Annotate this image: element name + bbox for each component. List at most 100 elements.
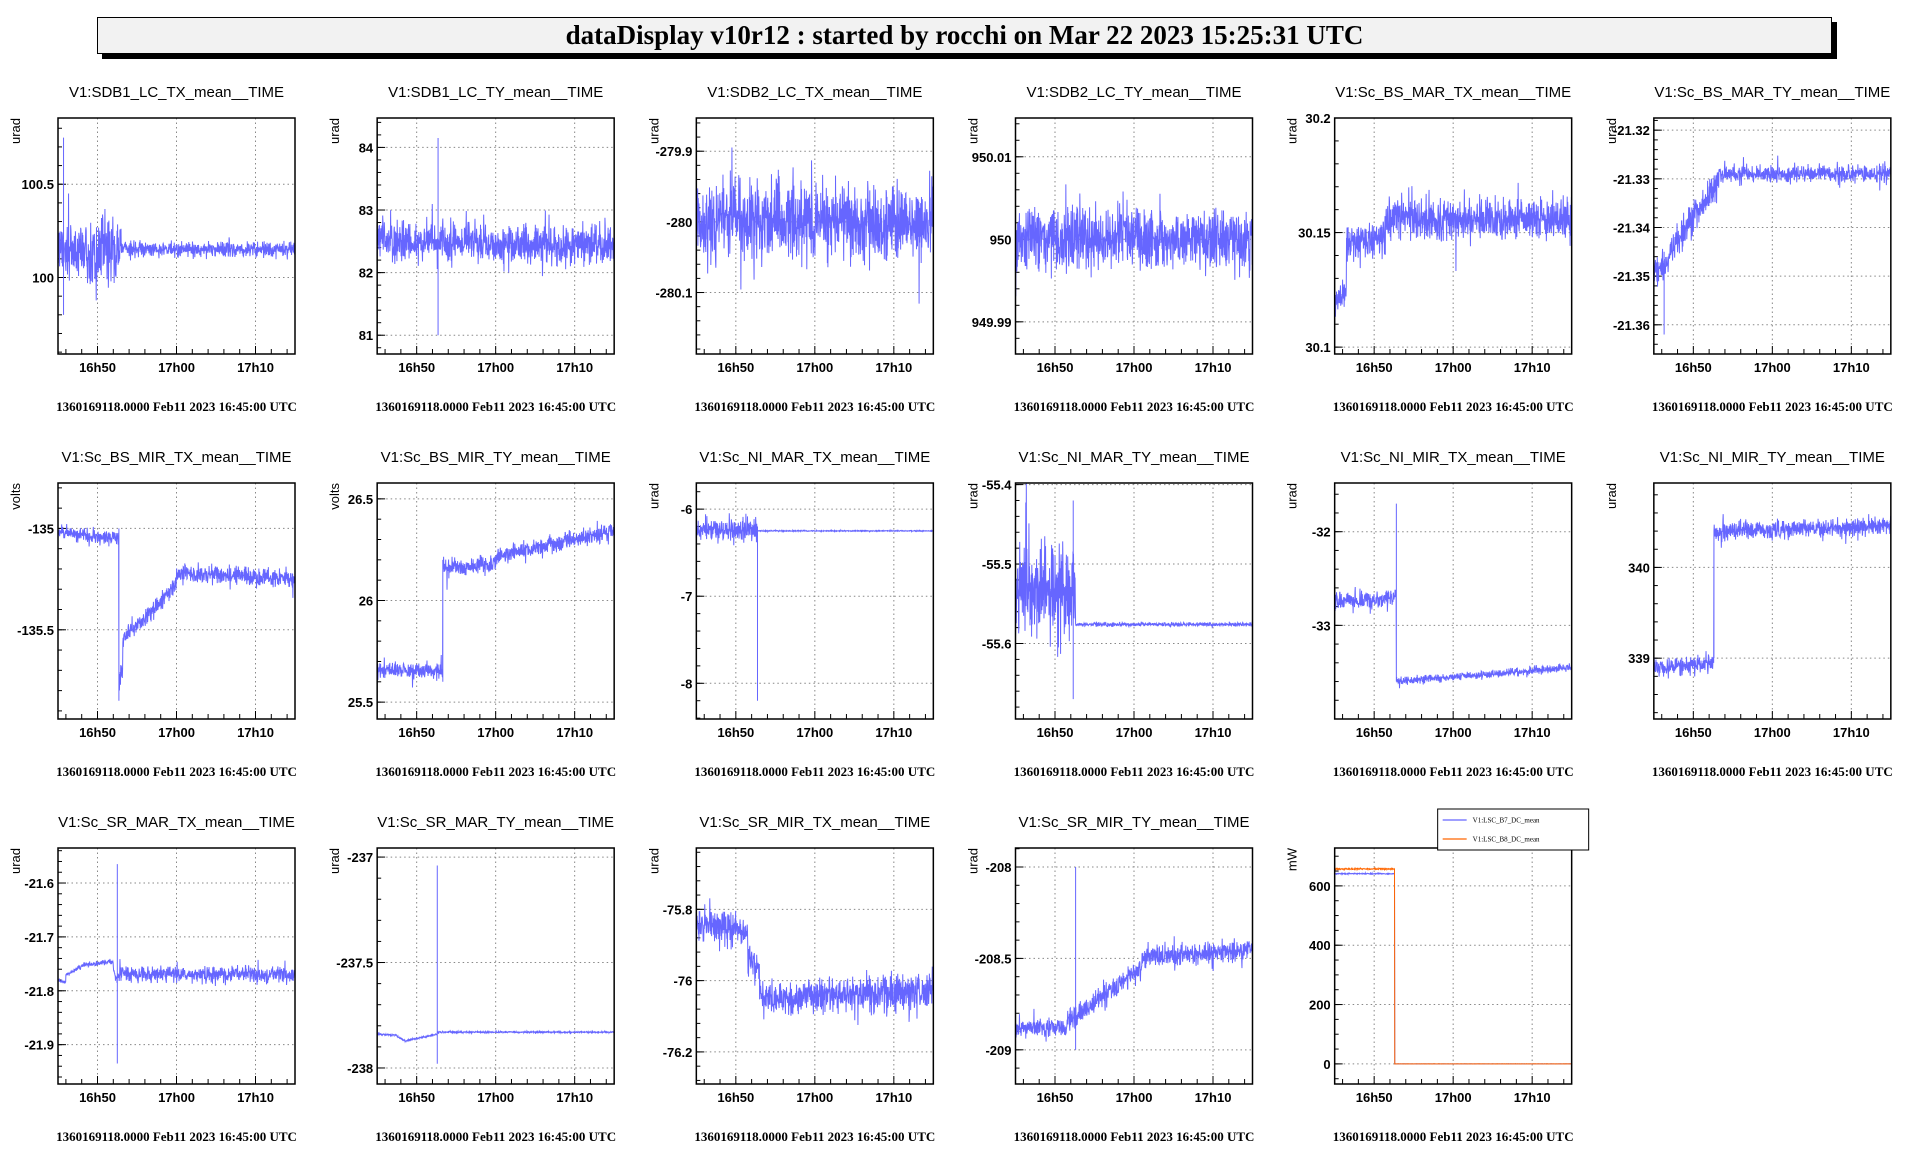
- y-tick-label: 950.01: [972, 150, 1012, 165]
- x-tick-label: 17h00: [1754, 725, 1791, 740]
- x-tick-label: 16h50: [1675, 725, 1712, 740]
- chart-title: V1:SDB2_LC_TX_mean__TIME: [707, 84, 922, 101]
- x-tick-label: 16h50: [1037, 725, 1074, 740]
- y-tick-label: -21.8: [24, 984, 54, 999]
- y-tick-label: -21.34: [1613, 220, 1651, 235]
- window-title: dataDisplay v10r12 : started by rocchi o…: [565, 20, 1364, 50]
- x-tick-label: 17h10: [875, 725, 912, 740]
- y-tick-label: -21.9: [24, 1038, 54, 1053]
- x-tick-label: 17h00: [1435, 1090, 1472, 1105]
- series-line: [695, 147, 934, 304]
- series-line: [57, 137, 296, 315]
- y-tick-label: -135.5: [17, 623, 54, 638]
- y-axis-label: urad: [327, 118, 342, 144]
- y-tick-label: -238: [347, 1061, 373, 1076]
- chart-title: V1:SDB1_LC_TX_mean__TIME: [69, 84, 284, 101]
- series-line: [1015, 184, 1253, 297]
- window-title-bar: dataDisplay v10r12 : started by rocchi o…: [97, 17, 1832, 54]
- y-axis-label: mW: [1285, 847, 1300, 871]
- y-tick-label: 30.1: [1305, 340, 1330, 355]
- series-line: [376, 138, 615, 336]
- x-tick-label: 17h10: [556, 725, 593, 740]
- chart-title: V1:Sc_SR_MIR_TX_mean__TIME: [699, 814, 930, 831]
- chart-title: V1:Sc_BS_MIR_TY_mean__TIME: [381, 449, 611, 466]
- chart-title: V1:Sc_NI_MAR_TX_mean__TIME: [699, 449, 930, 466]
- x-tick-label: 16h50: [79, 725, 116, 740]
- chart-title: V1:Sc_SR_MIR_TY_mean__TIME: [1019, 814, 1250, 831]
- legend-entry: V1:LSC_B7_DC_mean: [1473, 817, 1540, 825]
- y-axis-label: urad: [1604, 483, 1619, 509]
- y-tick-label: 400: [1309, 938, 1331, 953]
- chart-title: V1:Sc_SR_MAR_TX_mean__TIME: [58, 814, 295, 831]
- y-tick-label: -55.5: [982, 557, 1012, 572]
- chart-footer-timestamp: 1360169118.0000 Feb11 2023 16:45:00 UTC: [375, 1129, 616, 1144]
- chart-footer-timestamp: 1360169118.0000 Feb11 2023 16:45:00 UTC: [1333, 1129, 1574, 1144]
- y-tick-label: -280: [666, 215, 692, 230]
- x-tick-label: 17h00: [477, 725, 514, 740]
- y-tick-label: -6: [681, 502, 693, 517]
- y-tick-label: -8: [681, 676, 693, 691]
- y-axis-label: urad: [8, 848, 23, 874]
- chart-footer-timestamp: 1360169118.0000 Feb11 2023 16:45:00 UTC: [56, 764, 297, 779]
- x-tick-label: 17h10: [1833, 725, 1870, 740]
- chart-footer-timestamp: 1360169118.0000 Feb11 2023 16:45:00 UTC: [1652, 399, 1893, 414]
- chart-footer-timestamp: 1360169118.0000 Feb11 2023 16:45:00 UTC: [375, 764, 616, 779]
- y-axis-label: urad: [966, 848, 981, 874]
- legend: V1:LSC_B7_DC_mean V1:LSC_B8_DC_mean: [1437, 808, 1590, 851]
- y-axis-label: urad: [966, 118, 981, 144]
- y-tick-label: 83: [359, 203, 373, 218]
- chart-panel: mW 16h50 17h00 17h10 0 200 400 600 V1:LSC_B7_DC_…: [1285, 808, 1590, 1144]
- plot-frame: [57, 482, 296, 720]
- x-tick-label: 16h50: [398, 725, 435, 740]
- x-tick-label: 17h00: [1116, 1090, 1153, 1105]
- series-line: [695, 513, 934, 701]
- y-tick-label: 26: [359, 593, 373, 608]
- plot-frame: [1653, 117, 1892, 355]
- plot-frame: [695, 117, 935, 355]
- y-tick-label: 0: [1323, 1057, 1330, 1072]
- x-tick-label: 16h50: [398, 1090, 435, 1105]
- x-tick-label: 16h50: [1356, 1090, 1393, 1105]
- legend-box: [1437, 808, 1590, 851]
- y-tick-label: -21.33: [1613, 172, 1650, 187]
- x-tick-label: 17h00: [477, 360, 514, 375]
- y-tick-label: -75.8: [663, 902, 693, 917]
- y-tick-label: -76: [674, 974, 693, 989]
- x-tick-label: 17h00: [158, 725, 195, 740]
- x-tick-label: 17h00: [1116, 360, 1153, 375]
- y-tick-label: -280.1: [655, 286, 692, 301]
- x-tick-label: 17h10: [1195, 725, 1232, 740]
- x-tick-label: 17h10: [1195, 1090, 1232, 1105]
- x-tick-label: 17h00: [796, 1090, 833, 1105]
- y-tick-label: -208.5: [975, 951, 1012, 966]
- chart-footer-timestamp: 1360169118.0000 Feb11 2023 16:45:00 UTC: [694, 764, 935, 779]
- y-tick-label: -21.6: [24, 876, 54, 891]
- chart-title: V1:SDB1_LC_TY_mean__TIME: [388, 84, 603, 101]
- series-line: [376, 865, 615, 1064]
- y-tick-label: 81: [359, 328, 373, 343]
- y-axis-label: urad: [1285, 118, 1300, 144]
- plot-frame: [1653, 482, 1892, 720]
- y-axis-label: urad: [1604, 118, 1619, 144]
- x-tick-label: 17h00: [1754, 360, 1791, 375]
- y-tick-label: 30.15: [1298, 226, 1331, 241]
- x-tick-label: 16h50: [1356, 360, 1393, 375]
- y-tick-label: 100: [32, 271, 54, 286]
- y-tick-label: 26.5: [348, 492, 373, 507]
- chart-title: V1:Sc_BS_MIR_TX_mean__TIME: [61, 449, 291, 466]
- y-tick-label: 600: [1309, 879, 1331, 894]
- y-axis-label: urad: [646, 848, 661, 874]
- x-tick-label: 17h10: [237, 360, 274, 375]
- chart-footer-timestamp: 1360169118.0000 Feb11 2023 16:45:00 UTC: [1014, 764, 1255, 779]
- y-tick-label: -21.36: [1613, 318, 1650, 333]
- chart-title: V1:Sc_BS_MAR_TY_mean__TIME: [1654, 84, 1890, 101]
